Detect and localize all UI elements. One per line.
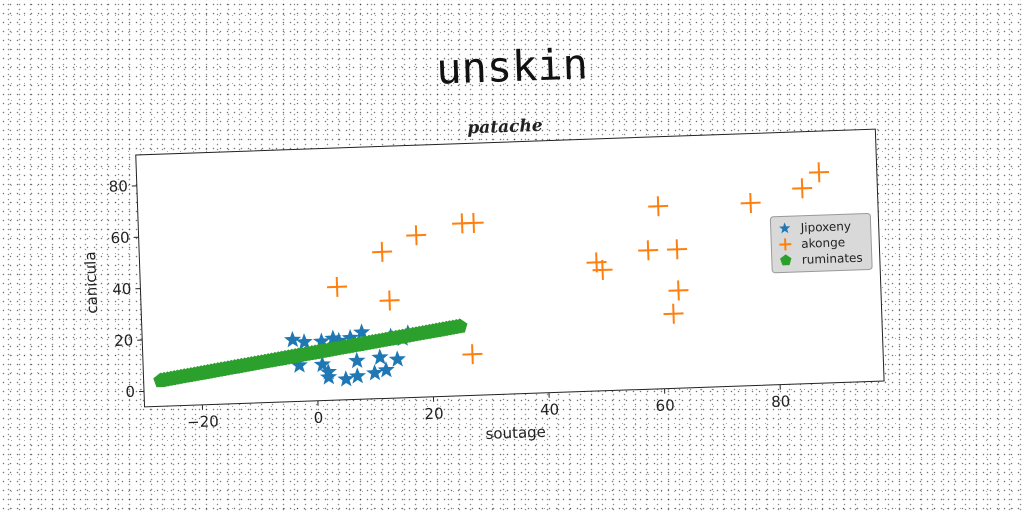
data-point <box>284 330 302 348</box>
y-tick-label: 40 <box>112 280 132 299</box>
x-tick-label: 40 <box>540 400 560 419</box>
data-point-v <box>817 162 821 183</box>
data-point-v <box>646 240 650 261</box>
data-point-v <box>677 280 680 301</box>
data-point <box>319 363 337 380</box>
data-point <box>366 364 384 381</box>
data-point <box>663 303 684 324</box>
data-point <box>406 225 427 246</box>
x-tick-label: −20 <box>187 412 219 431</box>
data-point <box>740 192 761 214</box>
data-point <box>462 344 483 365</box>
data-point <box>667 239 688 260</box>
data-point-v <box>460 213 464 234</box>
y-tick-label: 60 <box>110 229 130 248</box>
data-point-v <box>414 225 418 246</box>
plot-group: −20 0 20 40 60 80 0 20 40 60 80 soutage canicula pata… <box>81 116 885 443</box>
data-point-v <box>601 259 604 280</box>
data-point <box>290 356 308 373</box>
x-tick-label: 80 <box>771 392 791 411</box>
y-tick-label: 80 <box>108 177 128 196</box>
legend-label: Jipoxeny <box>799 219 851 235</box>
data-point-v <box>672 303 675 324</box>
data-point <box>371 348 389 365</box>
data-point <box>377 361 395 378</box>
data-point <box>388 350 406 367</box>
data-point-v <box>800 178 804 199</box>
chart-title: patache <box>467 116 543 139</box>
y-axis-label: canicula <box>81 251 101 314</box>
data-point-v <box>472 212 475 233</box>
x-axis-label: soutage <box>485 423 546 443</box>
y-tick-label: 20 <box>114 331 134 350</box>
legend-marker <box>778 222 791 234</box>
x-tick-label: 20 <box>424 404 444 423</box>
data-point <box>638 240 659 261</box>
x-tick-label: 0 <box>313 409 323 427</box>
data-point <box>792 178 813 199</box>
data-point <box>379 290 400 311</box>
data-point <box>327 276 348 297</box>
legend-marker <box>780 254 792 266</box>
data-point <box>592 259 613 280</box>
legend-marker <box>779 238 792 251</box>
series-akonge <box>327 162 829 365</box>
data-point <box>337 370 355 387</box>
data-point-v <box>675 239 679 260</box>
data-point <box>372 241 393 262</box>
data-point-v <box>749 192 752 214</box>
data-point <box>348 367 367 384</box>
legend-label: ruminates <box>802 251 863 267</box>
data-point-v <box>335 276 339 297</box>
y-tick-label: 0 <box>125 383 135 401</box>
legend-box <box>769 212 873 274</box>
data-point <box>452 318 468 333</box>
data-point-v <box>656 196 660 217</box>
data-point-v <box>595 252 598 273</box>
data-point-v <box>380 241 384 262</box>
data-point-v <box>388 290 391 311</box>
series-ruminates <box>153 318 468 388</box>
x-tick-label: 60 <box>655 396 675 415</box>
data-point <box>808 162 829 183</box>
data-point <box>319 368 338 385</box>
data-point <box>295 333 313 350</box>
data-point-v <box>471 344 474 365</box>
legend-label: akonge <box>801 235 845 251</box>
data-point <box>348 351 366 369</box>
data-point <box>668 280 689 301</box>
data-point <box>463 212 484 233</box>
data-point <box>648 196 669 217</box>
